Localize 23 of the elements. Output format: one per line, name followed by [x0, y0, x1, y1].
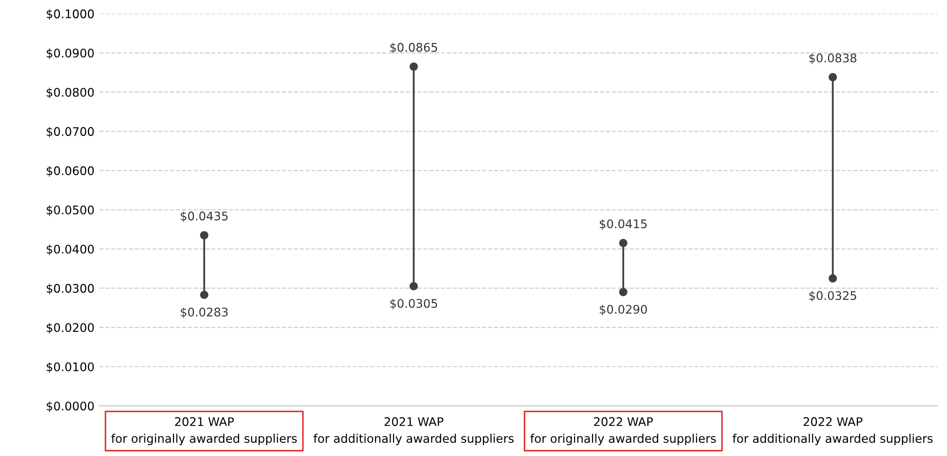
- x-tick-label: 2022 WAP for additionally awarded suppliers: [732, 417, 933, 446]
- data-label: $0.0283: [180, 307, 228, 318]
- data-label: $0.0325: [809, 290, 856, 302]
- data-label: $0.0865: [390, 42, 438, 54]
- data-label: $0.0838: [809, 53, 856, 64]
- y-tick-label: $0.0000: [46, 401, 94, 412]
- y-tick-label: $0.1000: [46, 9, 94, 20]
- y-tick-label: $0.0400: [46, 244, 94, 256]
- x-tick-label: 2021 WAP for originally awarded suppliers: [111, 417, 297, 446]
- data-label: $0.0290: [600, 304, 647, 316]
- data-label: $0.0435: [180, 211, 228, 222]
- data-label: $0.0305: [390, 298, 438, 310]
- y-tick-label: $0.0200: [46, 322, 94, 334]
- y-tick-label: $0.0700: [46, 126, 94, 138]
- y-tick-label: $0.0300: [46, 284, 94, 294]
- x-tick-label: 2022 WAP for originally awarded suppliers: [530, 417, 716, 446]
- data-label: $0.0415: [600, 219, 647, 230]
- y-tick-label: $0.0100: [46, 362, 94, 373]
- y-tick-label: $0.0900: [46, 48, 94, 60]
- y-tick-label: $0.0500: [46, 205, 94, 216]
- y-tick-label: $0.0800: [46, 88, 94, 98]
- x-tick-label: 2021 WAP for additionally awarded suppliers: [314, 417, 514, 446]
- y-tick-label: $0.0600: [46, 166, 94, 177]
